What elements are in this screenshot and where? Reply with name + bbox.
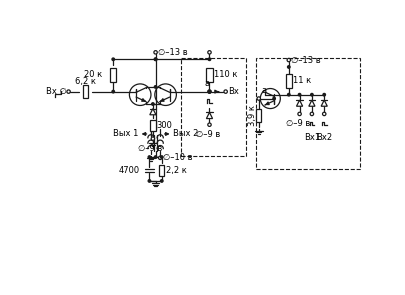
Circle shape [288, 66, 290, 68]
Circle shape [148, 180, 151, 182]
Text: Вх ∅: Вх ∅ [45, 87, 66, 96]
Circle shape [160, 180, 163, 182]
Polygon shape [309, 100, 315, 106]
Circle shape [288, 94, 290, 96]
Circle shape [151, 137, 155, 140]
Bar [181, 58, 247, 156]
Circle shape [208, 90, 211, 93]
Circle shape [151, 103, 154, 105]
Text: ∅–10 в: ∅–10 в [163, 153, 193, 162]
Bar [286, 74, 292, 88]
Circle shape [154, 156, 157, 158]
Circle shape [148, 156, 151, 158]
Circle shape [160, 156, 163, 158]
Circle shape [323, 94, 326, 96]
Text: Вых 1: Вых 1 [113, 130, 138, 138]
Circle shape [298, 94, 301, 96]
Text: Вх2: Вх2 [316, 133, 332, 142]
Circle shape [154, 86, 157, 88]
Circle shape [273, 97, 275, 100]
Circle shape [208, 123, 211, 127]
Circle shape [208, 90, 211, 93]
Circle shape [322, 112, 326, 116]
Polygon shape [207, 112, 213, 119]
Circle shape [208, 51, 211, 54]
Bar [256, 58, 360, 169]
Circle shape [112, 58, 115, 60]
Circle shape [154, 58, 157, 60]
Circle shape [224, 90, 227, 93]
Text: 6,2 к: 6,2 к [75, 77, 96, 86]
Bar [83, 85, 88, 98]
Text: ∅–9 в: ∅–9 в [196, 130, 220, 139]
Text: 20 к: 20 к [84, 70, 102, 79]
Text: ∅–13 в: ∅–13 в [291, 55, 321, 65]
Bar [159, 165, 164, 176]
Text: 4700: 4700 [119, 166, 140, 175]
Circle shape [154, 51, 157, 54]
Text: 11 к: 11 к [293, 76, 312, 85]
Text: ∅–9 в: ∅–9 в [286, 119, 310, 128]
Circle shape [298, 112, 301, 116]
Circle shape [158, 156, 162, 160]
Circle shape [310, 112, 313, 116]
Circle shape [130, 84, 151, 106]
Circle shape [260, 88, 280, 109]
Text: Вых 2: Вых 2 [173, 130, 199, 138]
Text: Вх1: Вх1 [304, 133, 320, 142]
Circle shape [311, 94, 313, 96]
Text: a: a [262, 86, 267, 96]
Circle shape [208, 58, 211, 60]
Text: Вх: Вх [228, 87, 239, 96]
Circle shape [112, 90, 115, 93]
Circle shape [257, 97, 260, 100]
Bar [110, 68, 116, 82]
Text: 110 к: 110 к [214, 70, 238, 79]
Polygon shape [296, 100, 303, 106]
Bar [150, 120, 156, 131]
Polygon shape [321, 100, 327, 106]
Text: ∅–9 в: ∅–9 в [139, 144, 163, 153]
Circle shape [154, 58, 157, 60]
Text: ∅–13 в: ∅–13 в [158, 48, 188, 57]
Text: 2,2 к: 2,2 к [166, 166, 187, 175]
Circle shape [208, 90, 211, 93]
Bar [256, 109, 262, 122]
Text: a: a [205, 79, 210, 88]
Polygon shape [150, 109, 156, 115]
Text: 3,9 к: 3,9 к [248, 105, 257, 126]
Text: 300: 300 [157, 121, 173, 130]
Bar [207, 68, 213, 82]
Circle shape [287, 58, 290, 62]
Circle shape [155, 84, 177, 106]
Circle shape [67, 90, 70, 93]
